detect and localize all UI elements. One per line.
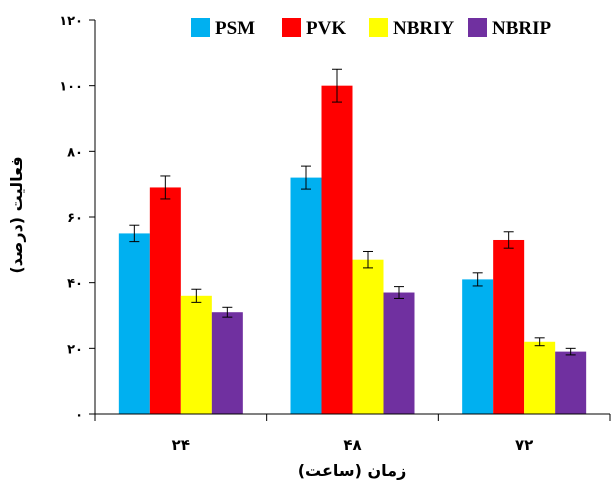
legend-label-psm: PSM [215, 18, 255, 39]
bar-pvk [321, 85, 353, 415]
y-tick-label: ۶۰ [67, 211, 83, 226]
legend-label-pvk: PVK [306, 18, 346, 39]
y-axis-title: فعالیت (درصد) [7, 156, 26, 273]
bar-psm [462, 279, 494, 414]
bar-nbrip [383, 292, 415, 414]
legend-label-nbriy: NBRIY [393, 18, 455, 39]
legend-swatch-pvk [282, 18, 301, 37]
x-axis-title: زمان (ساعت) [298, 461, 407, 480]
legend: PSM PVK NBRIY NBRIP [191, 18, 552, 39]
x-tick-label: ۷۲ [515, 436, 533, 454]
x-ticks: ۲۴ ۴۸ ۷۲ [94, 414, 611, 454]
bar-nbrip [555, 351, 587, 414]
y-tick-label: ۴۰ [67, 277, 83, 292]
bar-psm [290, 177, 322, 414]
bar-psm [118, 233, 150, 414]
legend-label-nbrip: NBRIP [492, 18, 552, 39]
legend-swatch-nbrip [468, 18, 487, 37]
y-tick-label: ۱۲۰ [59, 14, 83, 29]
x-tick-label: ۴۸ [343, 436, 361, 454]
y-ticks: ۰ ۲۰ ۴۰ ۶۰ ۸۰ ۱۰۰ ۱۲۰ [59, 14, 95, 423]
y-tick-label: ۰ [75, 408, 83, 423]
bar-nbriy [352, 259, 384, 414]
bar-nbriy [524, 341, 556, 414]
x-tick-label: ۲۴ [172, 436, 190, 454]
legend-swatch-nbriy [369, 18, 388, 37]
bar-pvk [493, 239, 525, 414]
bar-pvk [149, 187, 181, 414]
bar-nbrip [211, 312, 243, 414]
y-tick-label: ۸۰ [67, 145, 83, 160]
y-tick-label: ۲۰ [67, 342, 83, 357]
legend-swatch-psm [191, 18, 210, 37]
bars [118, 68, 587, 415]
y-tick-label: ۱۰۰ [59, 80, 83, 95]
bar-nbriy [180, 295, 212, 414]
